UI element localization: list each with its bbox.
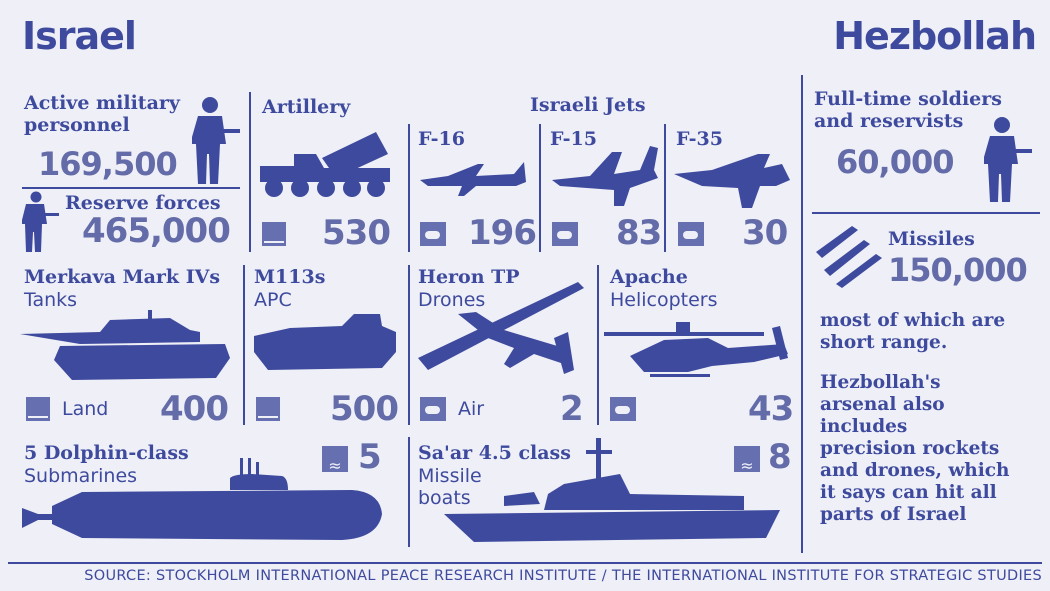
divider xyxy=(801,75,803,553)
jet-icon xyxy=(552,146,658,206)
drones-sub: Drones xyxy=(418,289,486,311)
soldier-icon xyxy=(192,97,240,184)
artillery-label: Artillery xyxy=(262,96,351,118)
divider xyxy=(597,265,599,425)
land-legend: Land xyxy=(62,398,109,420)
boats-sub: Missile boats xyxy=(418,465,482,509)
wave-icon xyxy=(322,446,348,474)
soldier-icon xyxy=(984,117,1032,202)
divider xyxy=(664,124,666,252)
missiles-label: Missiles xyxy=(888,228,975,250)
submarine-icon xyxy=(22,458,382,540)
divider xyxy=(249,92,251,252)
air-legend: Air xyxy=(458,398,485,420)
source-note: SOURCE: STOCKHOLM INTERNATIONAL PEACE RE… xyxy=(84,568,1042,584)
helicopters-label: Apache xyxy=(610,266,688,288)
cloud-icon xyxy=(420,397,446,421)
f16-label: F-16 xyxy=(418,128,465,150)
soldiers-label: Full-time soldiers and reservists xyxy=(814,88,1002,132)
soldier-icon xyxy=(22,191,59,252)
f16-value: 196 xyxy=(468,213,537,253)
apc-icon xyxy=(254,314,396,370)
jet-icon xyxy=(674,154,790,208)
cloud-icon xyxy=(678,222,704,246)
land-icon xyxy=(256,397,280,421)
cloud-icon xyxy=(420,222,446,246)
tanks-sub: Tanks xyxy=(24,289,78,311)
boats-value: 8 xyxy=(768,437,792,477)
divider xyxy=(243,265,245,425)
helicopters-value: 43 xyxy=(748,389,794,429)
jet-icon xyxy=(420,162,526,196)
cloud-icon xyxy=(610,397,636,421)
submarines-sub: Submarines xyxy=(24,465,138,487)
land-icon xyxy=(262,222,286,246)
f35-value: 30 xyxy=(742,213,788,253)
jets-heading: Israeli Jets xyxy=(530,94,646,116)
soldiers-value: 60,000 xyxy=(836,143,954,181)
boats-label: Sa'ar 4.5 class xyxy=(418,442,571,464)
israel-title: Israel xyxy=(22,14,137,58)
submarines-value: 5 xyxy=(358,437,382,477)
artillery-value: 530 xyxy=(322,213,391,253)
divider xyxy=(22,187,240,189)
personnel-value: 169,500 xyxy=(38,145,178,183)
apc-value: 500 xyxy=(330,389,399,429)
divider xyxy=(408,124,410,252)
apc-label: M113s xyxy=(254,266,326,288)
helicopter-icon xyxy=(604,322,788,377)
footer-divider xyxy=(8,562,1042,564)
rocket-launcher-icon xyxy=(260,132,390,197)
missile-icon xyxy=(816,226,882,288)
helicopters-sub: Helicopters xyxy=(610,289,718,311)
divider xyxy=(408,265,410,425)
divider xyxy=(812,212,1040,214)
tanks-value: 400 xyxy=(160,389,229,429)
divider xyxy=(408,437,410,547)
f35-label: F-35 xyxy=(676,128,723,150)
divider xyxy=(539,124,541,252)
drones-value: 2 xyxy=(560,389,584,429)
drones-label: Heron TP xyxy=(418,266,520,288)
hezbollah-title: Hezbollah xyxy=(833,14,1037,58)
arsenal-note: Hezbollah's arsenal also includes precis… xyxy=(820,372,1010,525)
apc-sub: APC xyxy=(254,289,292,311)
drone-icon xyxy=(418,282,584,374)
reserve-value: 465,000 xyxy=(82,211,231,251)
missiles-value: 150,000 xyxy=(888,251,1028,289)
tanks-label: Merkava Mark IVs xyxy=(24,266,221,288)
reserve-label: Reserve forces xyxy=(65,192,221,214)
cloud-icon xyxy=(552,222,578,246)
missiles-note: most of which are short range. xyxy=(820,310,1006,353)
submarines-label: 5 Dolphin-class xyxy=(24,442,189,464)
f15-label: F-15 xyxy=(550,128,597,150)
tank-icon xyxy=(20,310,230,380)
land-icon xyxy=(26,397,50,421)
f15-value: 83 xyxy=(616,213,662,253)
warship-icon xyxy=(444,438,780,542)
wave-icon xyxy=(734,446,760,474)
personnel-label: Active military personnel xyxy=(24,92,180,136)
